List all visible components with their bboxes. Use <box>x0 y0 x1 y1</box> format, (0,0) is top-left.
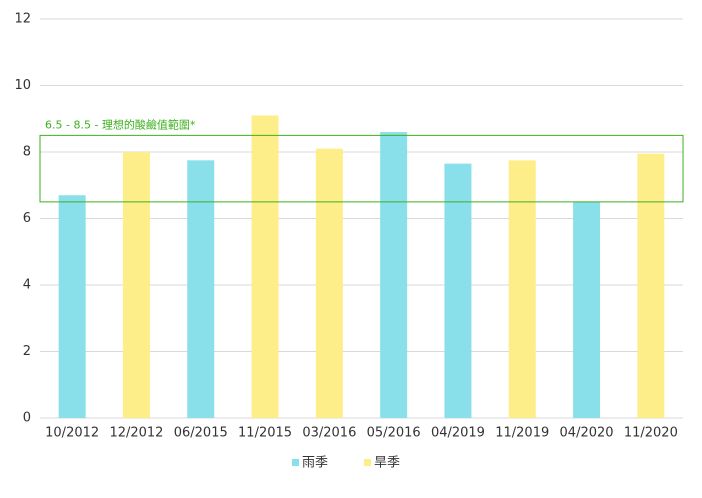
bar <box>315 148 343 419</box>
legend-marker <box>292 459 299 466</box>
x-tick-label: 12/2012 <box>109 426 163 441</box>
x-tick-label: 10/2012 <box>45 426 99 441</box>
bar <box>573 201 601 418</box>
legend-label: 雨季 <box>302 456 328 471</box>
y-tick-label: 4 <box>23 278 31 293</box>
x-tick-label: 11/2015 <box>238 426 292 441</box>
bar <box>122 152 150 418</box>
y-tick-label: 10 <box>14 78 31 93</box>
y-tick-label: 6 <box>23 211 31 226</box>
bar <box>508 160 536 418</box>
x-tick-label: 11/2019 <box>495 426 549 441</box>
bar <box>251 115 279 419</box>
x-tick-label: 11/2020 <box>624 426 678 441</box>
reference-band <box>39 134 684 203</box>
bar <box>187 160 215 418</box>
y-tick-label: 8 <box>23 145 31 160</box>
bar <box>380 132 408 419</box>
y-tick-label: 12 <box>14 12 31 27</box>
y-tick-label: 0 <box>23 411 31 426</box>
bar <box>637 153 665 418</box>
x-tick-label: 04/2020 <box>560 426 614 441</box>
x-tick-label: 03/2016 <box>302 426 356 441</box>
bar <box>58 195 86 418</box>
x-tick-label: 05/2016 <box>367 426 421 441</box>
x-tick-label: 04/2019 <box>431 426 485 441</box>
band-label: 6.5 - 8.5 - 理想的酸鹼值範圍* <box>45 117 196 131</box>
x-tick-label: 06/2015 <box>174 426 228 441</box>
legend-marker <box>364 459 371 466</box>
legend-label: 旱季 <box>374 456 400 471</box>
y-tick-label: 2 <box>23 344 31 359</box>
bar <box>444 163 472 418</box>
